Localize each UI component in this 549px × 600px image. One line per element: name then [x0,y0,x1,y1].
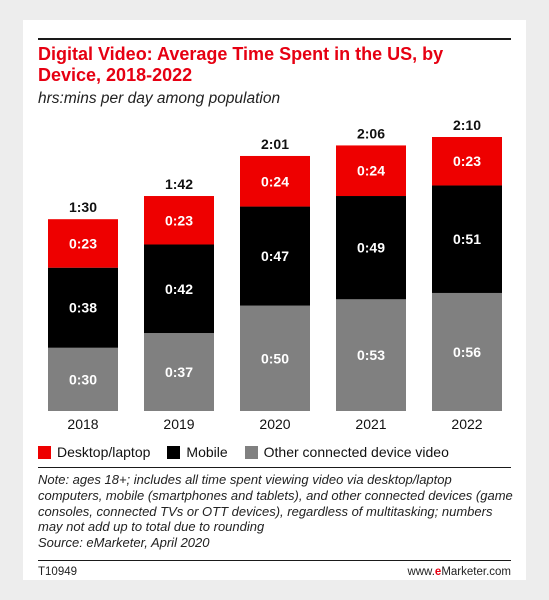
bar-segment [432,292,502,411]
chart-id: T10949 [38,566,78,578]
stacked-bar-chart: 0:30 0:38 0:23 1:30 2018 0:37 0:42 0:23 1:42 2019… [48,117,502,432]
bar-segment [336,145,406,197]
segment-label: 0:37 [165,364,193,380]
divider-above-footer [38,560,511,561]
chart-card: Digital Video: Average Time Spent in the… [23,20,526,580]
site-brand: e [434,566,442,578]
legend-swatch-desktop [38,445,51,459]
x-tick-label: 2021 [355,416,386,432]
x-tick-label: 2018 [67,416,98,432]
total-label: 2:01 [261,136,289,152]
divider-above-note [38,467,511,468]
segment-label: 0:56 [453,344,481,360]
segment-label: 0:42 [165,281,193,297]
bar-segment [240,206,310,306]
site-prefix: www. [407,566,435,578]
x-tick-label: 2022 [451,416,482,432]
segment-label: 0:47 [261,248,289,264]
bar-segment [48,219,118,268]
legend-label-mobile: Mobile [186,444,228,460]
note-text: Note: ages 18+; includes all time spent … [38,472,513,535]
bar-segment [432,137,502,186]
legend-item-mobile: Mobile [167,444,228,460]
bar-segment [336,196,406,300]
emarketer-link[interactable]: www.eMarketer.com [407,566,511,578]
bar-segment [240,155,310,207]
bar-segment [144,333,214,411]
segment-label: 0:50 [261,350,289,366]
chart-subtitle: hrs:mins per day among population [38,90,281,107]
segment-label: 0:30 [69,371,97,387]
bar-segment [432,185,502,293]
segment-label: 0:38 [69,300,97,316]
chart-title: Digital Video: Average Time Spent in the… [38,44,444,85]
bar-segment [336,299,406,411]
segment-label: 0:24 [357,163,385,179]
legend-item-desktop: Desktop/laptop [38,444,150,460]
source-text: Source: eMarketer, April 2020 [38,535,210,551]
bar-segment [144,196,214,245]
site-suffix: Marketer.com [441,566,511,578]
bar-segment [144,244,214,334]
segment-label: 0:51 [453,231,481,247]
segment-label: 0:23 [453,153,481,169]
legend-label-other: Other connected device video [263,444,449,460]
total-label: 1:42 [165,176,193,192]
footnote: Note: ages 18+; includes all time spent … [38,472,518,551]
segment-label: 0:53 [357,347,385,363]
legend-swatch-other [244,445,258,459]
legend-item-other: Other connected device video [244,444,449,460]
legend: Desktop/laptop Mobile Other connected de… [38,444,466,460]
segment-label: 0:24 [261,173,289,189]
top-rule [38,38,511,40]
bar-segment [48,347,118,411]
x-tick-label: 2020 [259,416,290,432]
total-label: 1:30 [69,199,97,215]
total-label: 2:10 [453,117,481,133]
bar-segment [240,305,310,411]
segment-label: 0:23 [69,235,97,251]
legend-label-desktop: Desktop/laptop [57,444,151,460]
segment-label: 0:23 [165,212,193,228]
x-tick-label: 2019 [163,416,194,432]
bar-segment [48,267,118,348]
segment-label: 0:49 [357,240,385,256]
total-label: 2:06 [357,125,385,141]
legend-swatch-mobile [167,445,181,459]
